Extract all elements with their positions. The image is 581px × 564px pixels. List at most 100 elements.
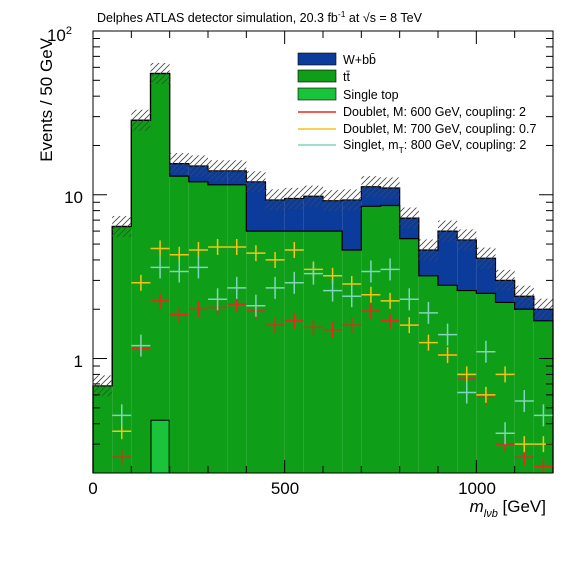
uncertainty-hatch	[495, 269, 515, 291]
ttbar-bar	[399, 238, 419, 473]
doublet700-marker	[380, 292, 400, 309]
singlet800-marker	[169, 260, 189, 283]
doublet600-marker	[361, 303, 381, 320]
doublet700-marker	[495, 366, 515, 383]
doublet700-marker	[208, 238, 228, 255]
singlet800-marker	[246, 294, 266, 317]
legend-label-ttbar: tt̄	[343, 70, 350, 84]
singlet800-marker	[208, 288, 228, 311]
doublet600-marker	[265, 317, 285, 334]
doublet700-marker	[284, 241, 304, 258]
singlet800-marker	[227, 276, 247, 299]
uncertainty-hatch	[208, 160, 228, 182]
doublet600-marker	[188, 301, 208, 318]
singlet800-marker	[342, 285, 362, 308]
singlet800-marker	[514, 390, 534, 413]
ttbar-bar	[131, 120, 151, 473]
singlet800-marker	[150, 256, 170, 279]
singlet800-marker	[495, 422, 515, 445]
uncertainty-band	[93, 62, 553, 397]
uncertainty-hatch	[246, 171, 266, 193]
ttbar-bar	[112, 226, 132, 473]
title-main: Delphes ATLAS detector simulation, 20.3 …	[97, 11, 338, 25]
y-tick-label-1: 1	[74, 352, 83, 371]
singlet800-marker	[457, 381, 477, 404]
uncertainty-hatch	[265, 189, 285, 211]
legend-swatch-ttbar	[297, 69, 337, 83]
doublet700-marker	[418, 334, 438, 351]
title-at: at	[345, 11, 362, 25]
uncertainty-hatch	[514, 285, 534, 307]
singlet800-marker	[303, 262, 323, 285]
uncertainty-hatch	[150, 62, 170, 85]
wbb-bar	[438, 231, 458, 286]
doublet700-marker	[476, 386, 496, 403]
legend-singlet-prefix: Singlet, m	[343, 138, 399, 152]
singlet800-marker	[533, 404, 553, 427]
legend-label-wbb: W+bb̄	[343, 53, 376, 67]
ttbar-bar	[323, 231, 343, 473]
signal-markers	[112, 238, 553, 473]
legend-singlet-subscript: T	[399, 145, 404, 155]
chart-title: Delphes ATLAS detector simulation, 20.3 …	[97, 9, 423, 25]
singlet800-marker	[188, 256, 208, 279]
uncertainty-hatch	[112, 215, 132, 238]
ttbar-bar	[303, 231, 323, 473]
singlet800-marker	[265, 276, 285, 299]
uncertainty-hatch	[342, 189, 362, 211]
axis-ticks	[92, 30, 554, 474]
ttbar-bar	[495, 302, 515, 473]
legend-label-single-top: Single top	[343, 88, 399, 102]
legend-swatch-wbb	[297, 52, 337, 66]
doublet700-marker	[150, 240, 170, 257]
legend-swatch-single-top	[297, 87, 337, 101]
doublet600-marker	[169, 306, 189, 323]
y-tick-label-100: 102	[47, 25, 72, 45]
singlet800-marker	[399, 288, 419, 311]
doublet700-marker	[438, 347, 458, 364]
uncertainty-hatch	[361, 176, 381, 198]
ttbar-bar	[227, 184, 247, 473]
doublet600-marker	[380, 312, 400, 329]
uncertainty-hatch	[533, 298, 553, 320]
uncertainty-hatch	[399, 207, 419, 229]
x-label-m: m	[470, 497, 484, 516]
uncertainty-hatch	[284, 187, 304, 209]
y-tick-base: 10	[47, 26, 66, 45]
uncertainty-hatch	[303, 185, 323, 207]
singlet800-marker	[361, 260, 381, 283]
uncertainty-hatch	[93, 375, 113, 397]
x-tick-label-500: 500	[271, 479, 299, 498]
uncertainty-hatch	[131, 109, 151, 131]
doublet700-marker	[265, 251, 285, 268]
ttbar-bar	[342, 249, 362, 473]
doublet600-marker	[303, 319, 323, 336]
wbb-bar	[246, 181, 266, 232]
wbb-bar	[457, 239, 477, 291]
doublet700-marker	[457, 366, 477, 383]
ttbar-bar	[476, 293, 496, 473]
ttbar-bar	[380, 205, 400, 474]
legend-label-doublet700: Doublet, M: 700 GeV, coupling: 0.7	[343, 122, 536, 136]
y-tick-label-10: 10	[64, 188, 83, 207]
doublet600-marker	[323, 321, 343, 338]
x-axis-label: mlνb [GeV]	[470, 497, 546, 520]
doublet600-marker	[533, 458, 553, 473]
doublet700-marker	[361, 286, 381, 303]
x-label-subscript: lνb	[484, 508, 498, 520]
doublet600-marker	[342, 317, 362, 334]
uncertainty-hatch	[418, 239, 438, 261]
ttbar-bar	[284, 231, 304, 473]
ttbar-bar	[438, 285, 458, 473]
legend-singlet-suffix: : 800 GeV, coupling: 2	[404, 138, 527, 152]
ttbar-bar	[246, 231, 266, 473]
y-axis-label: Events / 50 GeV	[37, 37, 56, 161]
doublet700-marker	[188, 241, 208, 258]
x-tick-label-1000: 1000	[458, 479, 496, 498]
singlet800-marker	[476, 340, 496, 363]
y-tick-exponent: 2	[66, 25, 72, 37]
uncertainty-hatch	[323, 190, 343, 212]
legend: W+bb̄ tt̄ Single top Doublet, M: 600 GeV…	[297, 52, 536, 155]
wbb-bar	[342, 199, 362, 250]
